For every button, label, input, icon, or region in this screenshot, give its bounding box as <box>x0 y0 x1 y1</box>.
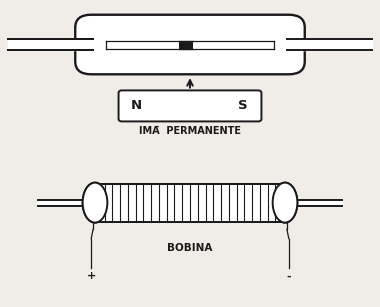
Ellipse shape <box>83 183 107 223</box>
Ellipse shape <box>272 183 298 223</box>
Bar <box>179 41 193 49</box>
Bar <box>97 184 283 222</box>
Text: BOBINA: BOBINA <box>167 243 213 253</box>
Ellipse shape <box>272 183 298 223</box>
FancyBboxPatch shape <box>75 15 305 74</box>
Text: -: - <box>287 271 291 282</box>
Text: S: S <box>238 99 248 112</box>
Text: +: + <box>87 271 96 282</box>
Text: IMĀ  PERMANENTE: IMĀ PERMANENTE <box>139 126 241 136</box>
Ellipse shape <box>83 183 107 223</box>
FancyBboxPatch shape <box>119 90 261 121</box>
Text: N: N <box>131 99 142 112</box>
